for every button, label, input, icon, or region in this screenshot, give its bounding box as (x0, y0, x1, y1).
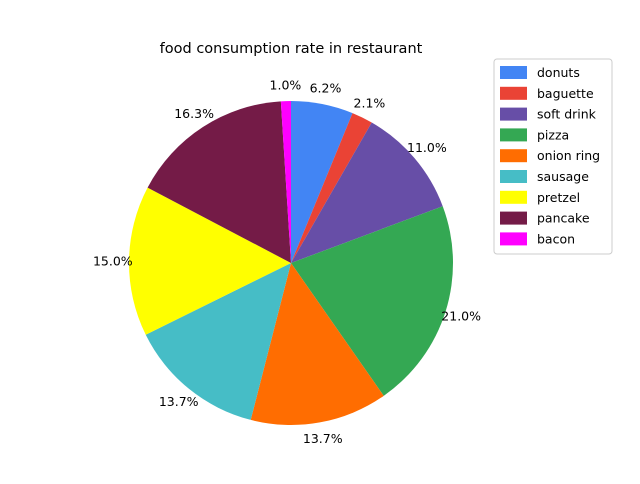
pie-percent-label: 11.0% (407, 140, 447, 155)
legend-label: onion ring (537, 148, 600, 163)
legend-swatch (500, 128, 527, 142)
legend-swatch (500, 232, 527, 246)
pie-percent-label: 6.2% (310, 81, 342, 96)
legend-label: pretzel (537, 190, 580, 205)
pie-percent-label: 15.0% (93, 253, 133, 268)
pie-percent-label: 13.7% (159, 394, 199, 409)
legend-label: bacon (537, 231, 575, 246)
legend-items: donuts baguette soft drink pizza onion ring s… (500, 65, 600, 246)
pie-percent-label: 1.0% (270, 77, 302, 92)
pie-slice-pizza (291, 206, 453, 396)
legend-label: sausage (537, 169, 589, 184)
pie-slice-donuts (291, 101, 353, 263)
legend-swatch (500, 86, 527, 100)
pie-percent-label: 13.7% (303, 431, 343, 446)
pie-slice-bacon (280, 101, 291, 263)
pie-percent-label: 2.1% (354, 95, 386, 110)
legend-swatch (500, 149, 527, 163)
pie-percent-label: 21.0% (441, 308, 481, 323)
legend-swatch (500, 107, 527, 121)
pie-slice-pretzel (128, 187, 291, 335)
legend-label: donuts (537, 65, 580, 80)
pie-slice-baguette (291, 113, 372, 263)
legend-label: baguette (537, 86, 594, 101)
legend-swatch (500, 190, 527, 204)
pie-slice-soft-drink (291, 122, 443, 263)
pie-percent-labels: 6.2% 2.1% 11.0% 21.0% 13.7% 13.7% 15.0% 16.3% 1.… (93, 77, 481, 445)
legend-swatch (500, 211, 527, 225)
pie-slices (128, 101, 453, 425)
pie-slice-onion-ring (250, 263, 384, 425)
pie-percent-label: 16.3% (174, 106, 214, 121)
legend-label: soft drink (537, 107, 597, 122)
legend-swatch (500, 170, 527, 183)
chart-title: food consumption rate in restaurant (160, 41, 423, 57)
legend-swatch (500, 66, 527, 79)
legend-label: pancake (537, 211, 590, 226)
legend: donuts baguette soft drink pizza onion ring s… (493, 58, 613, 255)
legend-label: pizza (537, 127, 569, 142)
pie-slice-pancake (147, 101, 291, 263)
pie-slice-sausage (145, 263, 291, 420)
